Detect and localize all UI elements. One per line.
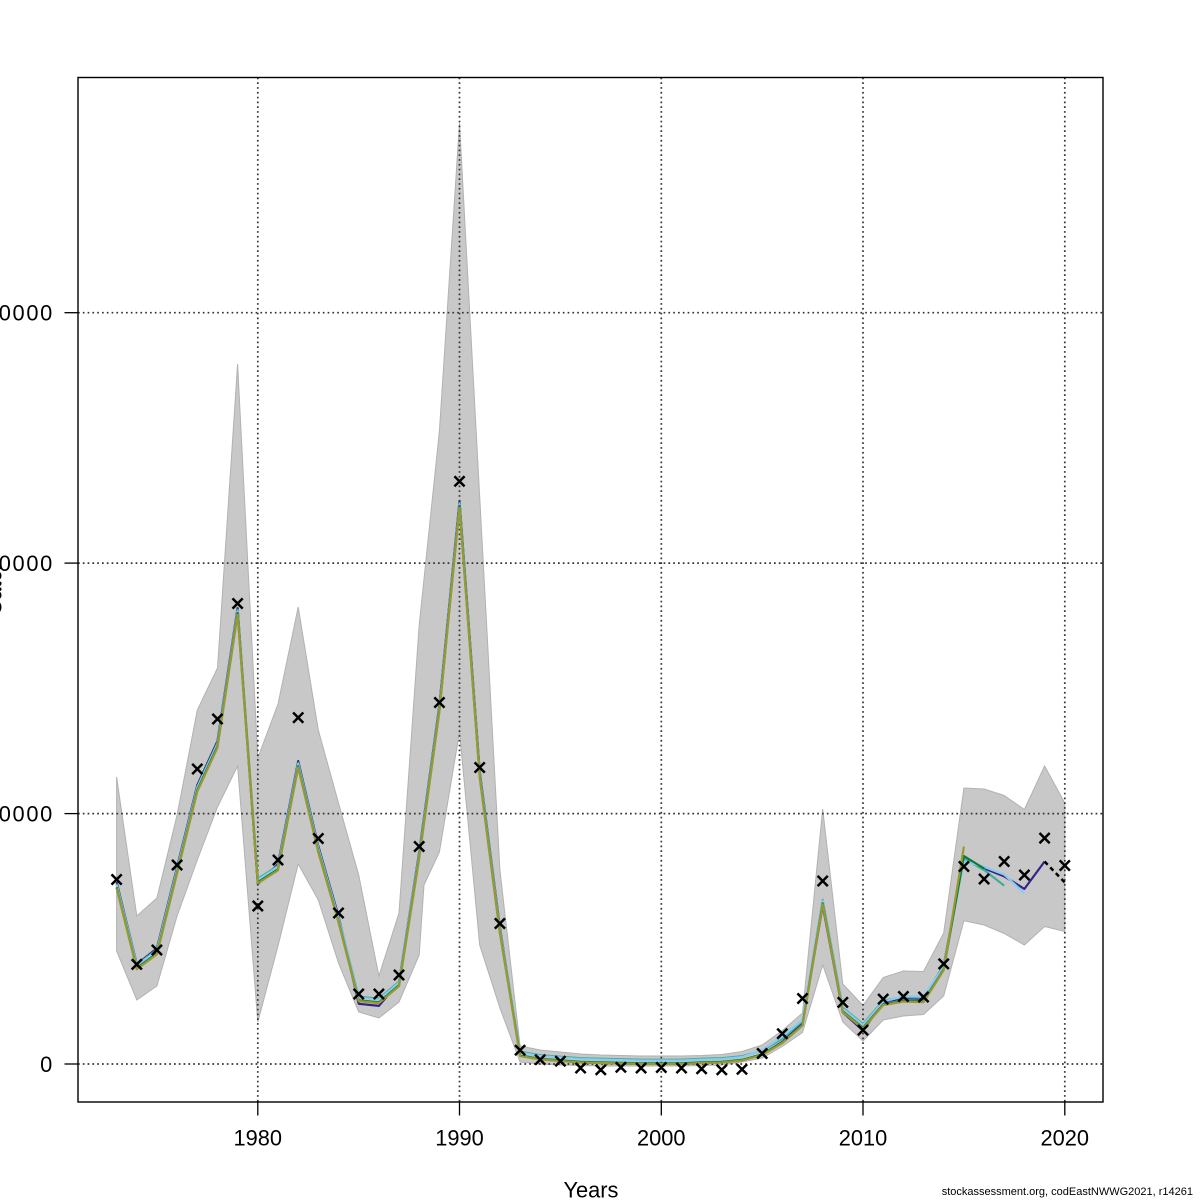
svg-text:30000: 30000 (0, 301, 54, 326)
svg-text:1990: 1990 (435, 1125, 484, 1150)
svg-text:2000: 2000 (637, 1125, 686, 1150)
svg-text:0: 0 (40, 1052, 54, 1077)
svg-text:2020: 2020 (1041, 1125, 1090, 1150)
svg-text:20000: 20000 (0, 551, 54, 576)
svg-text:Years: Years (564, 1178, 619, 1200)
svg-text:2010: 2010 (839, 1125, 888, 1150)
svg-text:10000: 10000 (0, 802, 54, 827)
svg-text:1980: 1980 (234, 1125, 283, 1150)
svg-text:Catch: Catch (0, 559, 7, 616)
svg-text:stockassessment.org, codEastNW: stockassessment.org, codEastNWWG2021, r1… (942, 1186, 1193, 1198)
